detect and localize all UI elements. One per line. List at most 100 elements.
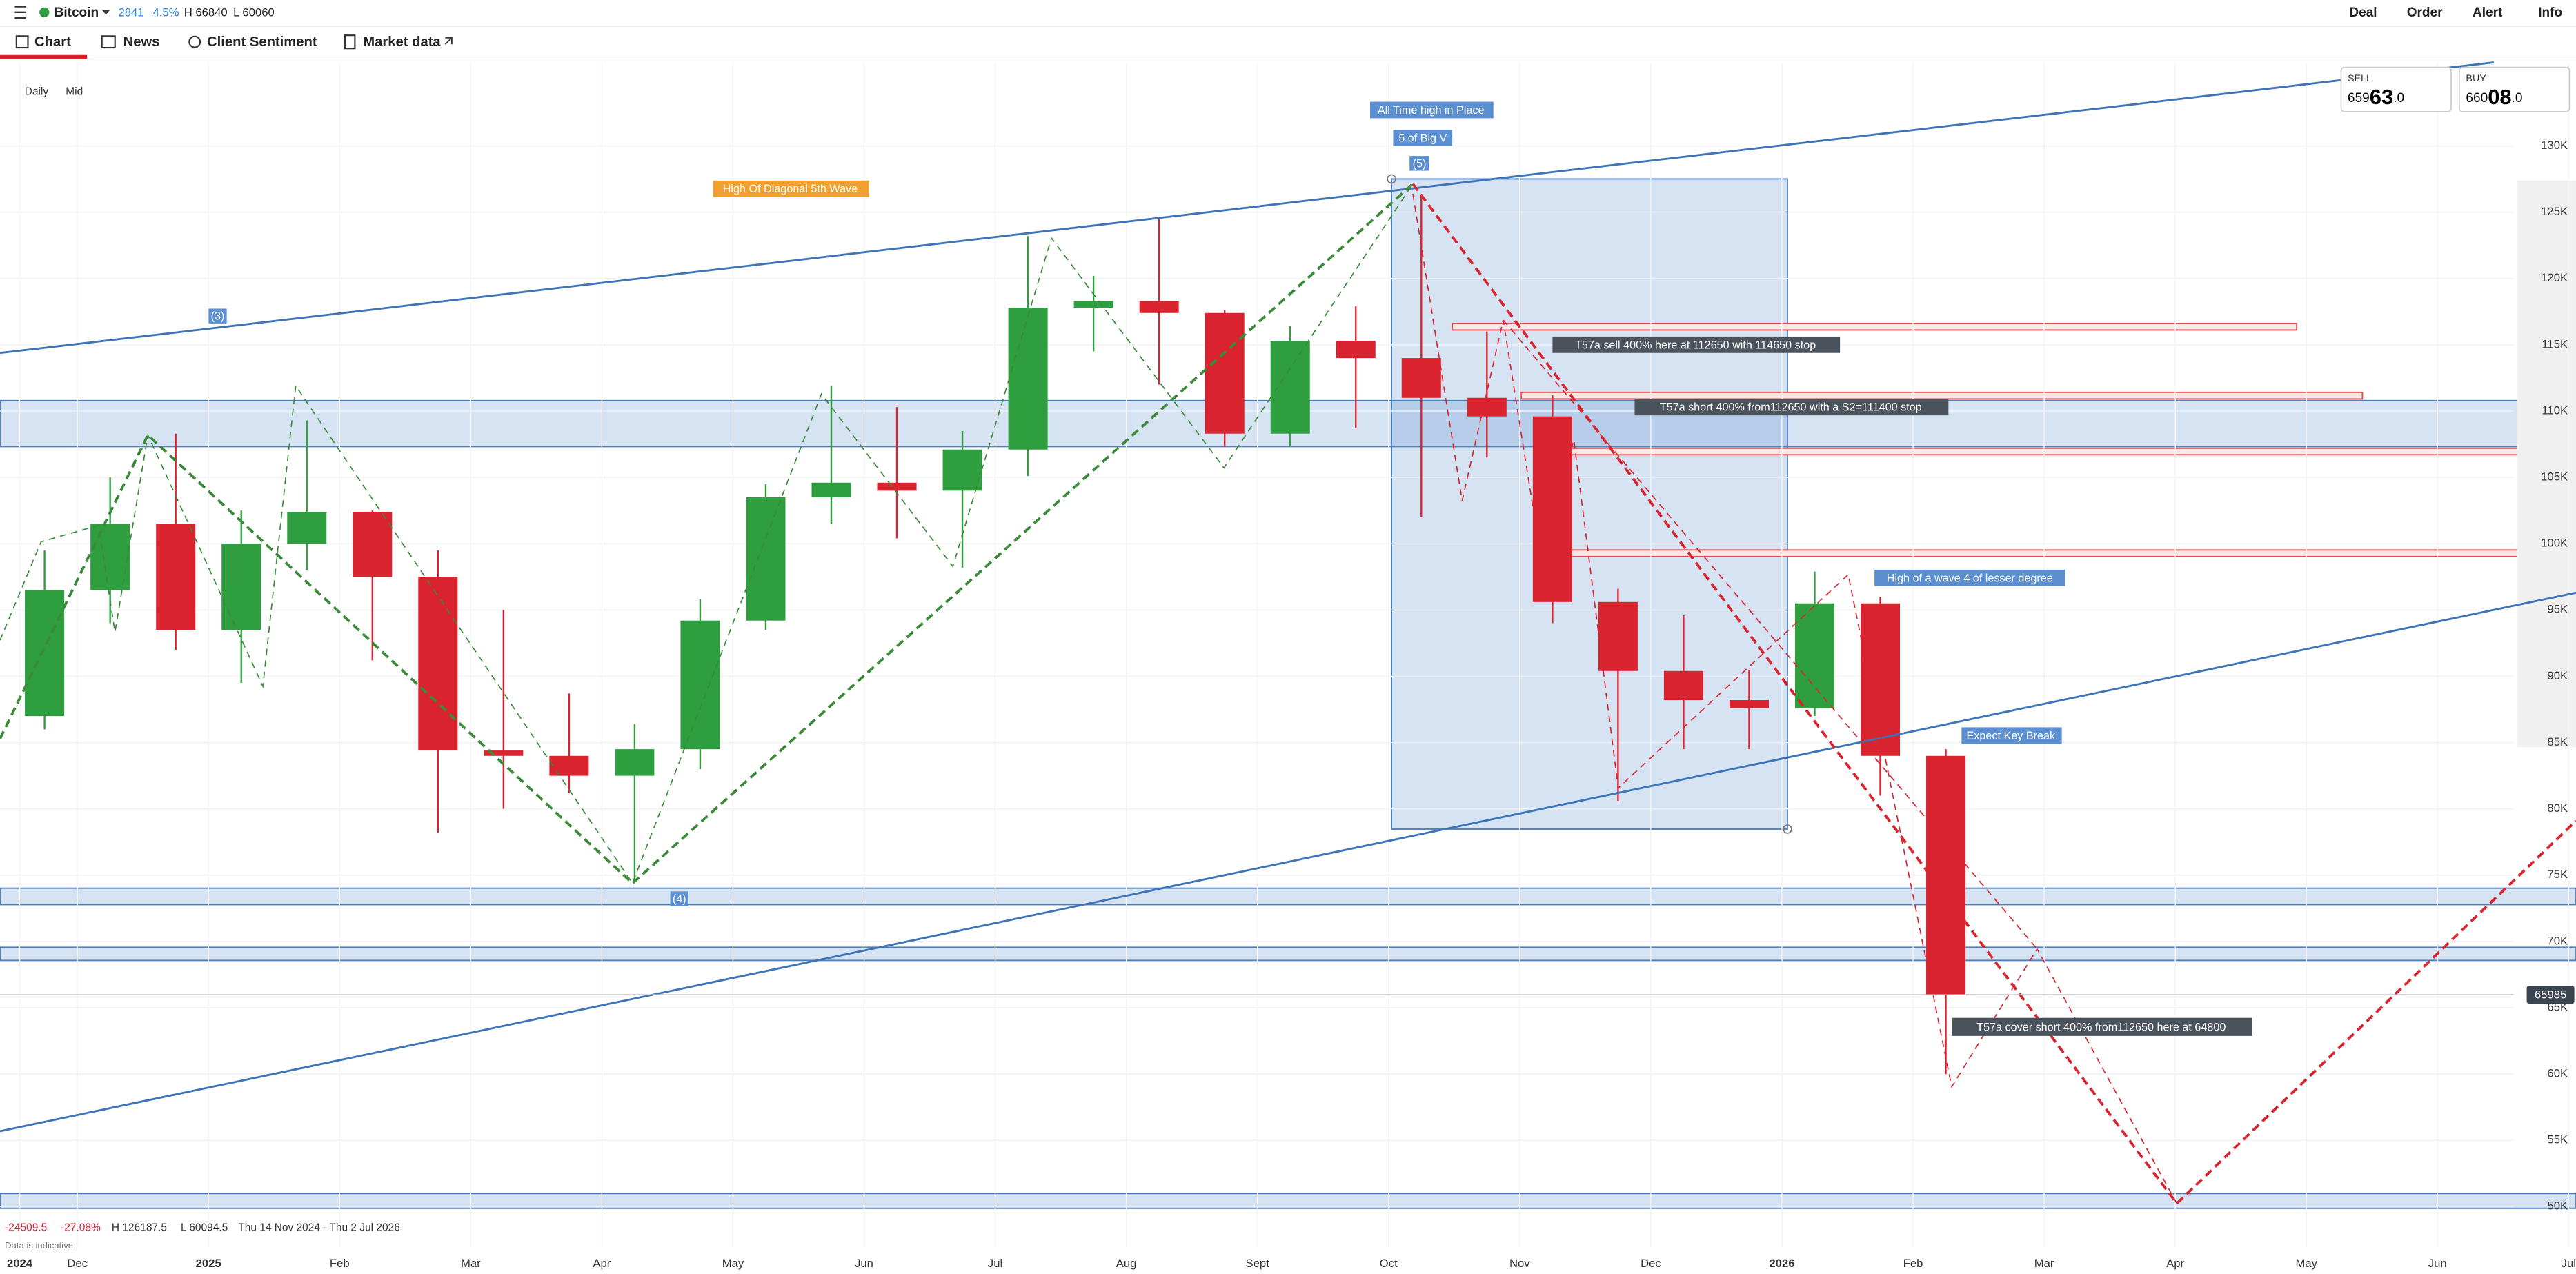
candle-body bbox=[221, 544, 261, 630]
price-mode[interactable]: Mid bbox=[66, 86, 83, 97]
x-tick-label: Jul bbox=[988, 1257, 1002, 1270]
annotation-box bbox=[1952, 1017, 2252, 1036]
sell-button[interactable] bbox=[2340, 66, 2452, 112]
change-pct: 4.5% bbox=[152, 6, 179, 19]
external-icon bbox=[444, 37, 453, 45]
x-tick-label: Nov bbox=[1509, 1257, 1530, 1270]
buy-button[interactable] bbox=[2459, 66, 2570, 112]
x-tick-label: 2026 bbox=[1769, 1257, 1794, 1270]
y-tick-label: 95K bbox=[2547, 603, 2568, 616]
x-tick-label: 2024 bbox=[7, 1257, 33, 1270]
y-tick-label: 85K bbox=[2547, 735, 2568, 748]
stat: -24509.5 bbox=[5, 1222, 47, 1233]
annotation: High Of Diagonal 5th Wave bbox=[723, 183, 858, 195]
price-tag bbox=[2526, 985, 2575, 1004]
axes: 50K 55K 60K 65K 70K 75K 80K 85K 90K 95K 100K 105K 11… bbox=[0, 139, 2576, 1274]
dropdown-icon[interactable] bbox=[101, 10, 110, 15]
y-tick-label: 115K bbox=[2542, 337, 2568, 350]
x-tick-label: Apr bbox=[593, 1257, 611, 1270]
candle-body bbox=[1926, 755, 1966, 995]
annotation: High of a wave 4 of lesser degree bbox=[1887, 572, 2053, 584]
zone bbox=[0, 887, 2576, 906]
axis-highlight bbox=[2517, 180, 2576, 747]
buy-label: BUY bbox=[2466, 73, 2486, 84]
x-tick-label: Feb bbox=[330, 1257, 350, 1270]
y-tick-label: 65K bbox=[2547, 1000, 2568, 1013]
candle-body bbox=[353, 512, 393, 577]
y-tick-label: 55K bbox=[2547, 1133, 2568, 1146]
disclaimer: Data is indicative bbox=[5, 1240, 73, 1251]
annotation-box bbox=[670, 891, 688, 906]
active-tab-indicator bbox=[0, 54, 88, 59]
x-tick-label: Jul bbox=[2562, 1257, 2576, 1270]
menu-item[interactable]: Deal bbox=[2349, 6, 2377, 20]
y-tick-label: 60K bbox=[2547, 1067, 2568, 1080]
interval[interactable]: Daily bbox=[25, 86, 49, 97]
x-tick-label: 2025 bbox=[196, 1257, 221, 1270]
tab[interactable]: Market data bbox=[363, 34, 441, 50]
annotation: T57a sell 400% here at 112650 with 11465… bbox=[1575, 339, 1816, 351]
x-tick-label: Jun bbox=[2428, 1257, 2447, 1270]
y-tick-label: 70K bbox=[2547, 934, 2568, 947]
y-tick-label: 75K bbox=[2547, 868, 2568, 881]
tab[interactable]: News bbox=[123, 34, 160, 50]
x-tick-label: Sept bbox=[1246, 1257, 1270, 1270]
candle-body bbox=[287, 512, 327, 544]
x-tick-label: Feb bbox=[1903, 1257, 1923, 1270]
menu-item[interactable]: Info bbox=[2538, 6, 2562, 20]
zone bbox=[0, 1193, 2576, 1209]
candle-body bbox=[1729, 700, 1769, 708]
price-tag-label: 65985 bbox=[2535, 988, 2566, 1002]
candle-body bbox=[90, 524, 130, 590]
candle-body bbox=[1860, 603, 1901, 756]
annotation: All Time high in Place bbox=[1378, 104, 1485, 117]
tab-icon bbox=[15, 35, 29, 49]
wave-path bbox=[0, 183, 1414, 885]
annotation: T57a cover short 400% from112650 here at… bbox=[1976, 1021, 2226, 1033]
low: L 60060 bbox=[233, 6, 275, 19]
y-tick-label: 90K bbox=[2547, 669, 2568, 682]
candle-body bbox=[1139, 301, 1179, 313]
zone bbox=[0, 946, 2576, 962]
annotation: (5) bbox=[1413, 157, 1427, 170]
annotation: Expect Key Break bbox=[1967, 730, 2056, 742]
menu-item[interactable]: Alert bbox=[2473, 6, 2503, 20]
candle-body bbox=[418, 577, 458, 751]
instrument[interactable]: Bitcoin bbox=[55, 6, 99, 20]
candle-body bbox=[25, 590, 65, 717]
candle-body bbox=[1270, 341, 1310, 434]
x-tick-label: Oct bbox=[1380, 1257, 1398, 1270]
x-tick-label: May bbox=[2295, 1257, 2317, 1270]
y-tick-label: 80K bbox=[2547, 802, 2568, 815]
header-bar bbox=[0, 0, 2576, 27]
menu-item[interactable]: Order bbox=[2407, 6, 2443, 20]
x-tick-label: Mar bbox=[2034, 1257, 2054, 1270]
candle-body bbox=[1467, 397, 1507, 417]
x-tick-label: Mar bbox=[461, 1257, 481, 1270]
annotation: (4) bbox=[673, 893, 686, 906]
y-tick-label: 130K bbox=[2541, 139, 2568, 152]
level-box bbox=[1452, 322, 2298, 331]
candles bbox=[25, 196, 1966, 1075]
trend-line bbox=[0, 591, 2576, 1133]
y-tick-label: 105K bbox=[2541, 470, 2568, 484]
price-part: 659 bbox=[2348, 91, 2370, 106]
candle-body bbox=[1532, 416, 1572, 602]
tab-icon bbox=[344, 34, 356, 50]
annotation: T57a short 400% from112650 with a S2=111… bbox=[1660, 401, 1922, 414]
candle-body bbox=[615, 749, 655, 776]
candle-body bbox=[942, 449, 982, 491]
x-axis-band bbox=[0, 1251, 2576, 1274]
x-tick-label: May bbox=[722, 1257, 744, 1270]
menu-icon[interactable] bbox=[14, 6, 27, 19]
sell-price: 65963.0 bbox=[2348, 85, 2404, 109]
stat: H 126187.5 bbox=[112, 1222, 167, 1233]
tab[interactable]: Client Sentiment bbox=[207, 34, 317, 50]
stat: Thu 14 Nov 2024 - Thu 2 Jul 2026 bbox=[238, 1222, 400, 1233]
annotation-box bbox=[1634, 399, 1949, 416]
candle-body bbox=[1205, 312, 1245, 434]
tab[interactable]: Chart bbox=[34, 34, 71, 50]
level-box bbox=[1538, 447, 2559, 456]
